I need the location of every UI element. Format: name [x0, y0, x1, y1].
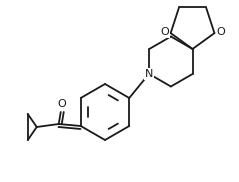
- Text: O: O: [57, 99, 66, 109]
- Text: O: O: [160, 27, 169, 37]
- Text: N: N: [145, 69, 153, 79]
- Text: O: O: [217, 27, 225, 37]
